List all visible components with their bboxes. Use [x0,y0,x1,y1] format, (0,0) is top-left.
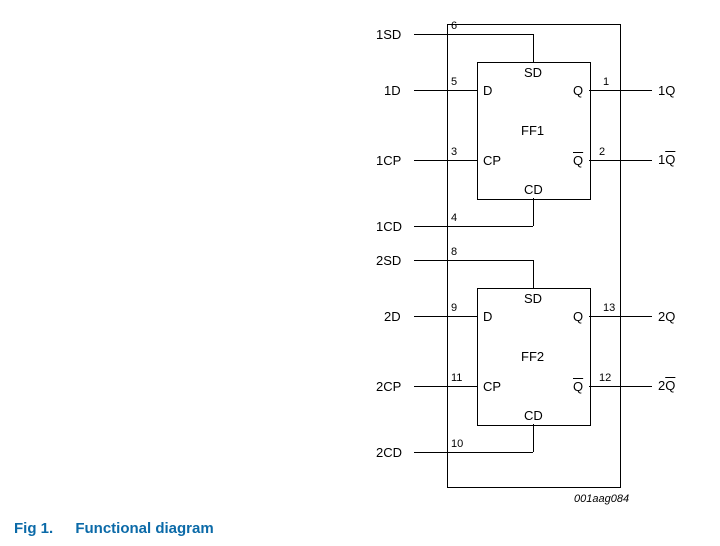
wire-1D [447,90,477,91]
wire-2D [447,316,477,317]
pin-6: 6 [451,21,457,32]
pin-5: 5 [451,77,457,88]
ext-1CD: 1CD [376,220,402,233]
wire-v-1SD [533,34,534,62]
ff1-label-CP: CP [483,154,501,167]
pin-13: 13 [603,303,615,314]
ext-2CD: 2CD [376,446,402,459]
pin-8: 8 [451,247,457,258]
lead-1CP [414,160,447,161]
ext-2D: 2D [384,310,401,323]
ext-2SD: 2SD [376,254,401,267]
figure-title: Functional diagram [75,520,213,537]
source-id: 001aag084 [574,493,629,505]
pin-4: 4 [451,213,457,224]
lead-1CD [414,226,447,227]
flipflop-1-name: FF1 [521,124,544,137]
ff1-label-Q: Q [573,84,583,97]
ext-1Q-bar: 1Q [658,153,675,166]
wire-2CP [447,386,477,387]
lead-1Q-bar [619,160,652,161]
wire-2Q [589,316,619,317]
ff2-label-SD: SD [524,292,542,305]
ext-1SD: 1SD [376,28,401,41]
lead-1D [414,90,447,91]
ff2-label-D: D [483,310,492,323]
ff1-label-CD: CD [524,183,543,196]
lead-2Q-bar [619,386,652,387]
ff2-label-CD: CD [524,409,543,422]
wire-h-1SD [447,34,533,35]
wire-1CP [447,160,477,161]
pin-10: 10 [451,439,463,450]
wire-v-1CD [533,198,534,226]
wire-1Q-bar [589,160,619,161]
pin-11: 11 [451,373,462,384]
ff1-label-D: D [483,84,492,97]
lead-2CP [414,386,447,387]
figure-caption: Fig 1. Functional diagram [14,520,214,537]
lead-2CD [414,452,447,453]
ext-1Q: 1Q [658,84,675,97]
wire-2Q-bar [589,386,619,387]
ff2-label-Qbar: Q [573,380,583,393]
ff1-label-SD: SD [524,66,542,79]
pin-12: 12 [599,373,611,384]
ext-1D: 1D [384,84,401,97]
ext-2Q-bar: 2Q [658,379,675,392]
pin-9: 9 [451,303,457,314]
wire-h-1CD [447,226,533,227]
wire-v-2CD [533,424,534,452]
pin-1: 1 [603,77,609,88]
wire-1Q [589,90,619,91]
lead-1Q [619,90,652,91]
lead-2Q [619,316,652,317]
ext-1CP: 1CP [376,154,401,167]
ext-2CP: 2CP [376,380,401,393]
lead-2SD [414,260,447,261]
wire-h-2SD [447,260,533,261]
wire-v-2SD [533,260,534,288]
ff2-label-CP: CP [483,380,501,393]
ff2-label-Q: Q [573,310,583,323]
figure-number: Fig 1. [14,520,53,537]
flipflop-2-name: FF2 [521,350,544,363]
pin-2: 2 [599,147,605,158]
wire-h-2CD [447,452,533,453]
lead-2D [414,316,447,317]
lead-1SD [414,34,447,35]
pin-3: 3 [451,147,457,158]
ff1-label-Qbar: Q [573,154,583,167]
ext-2Q: 2Q [658,310,675,323]
